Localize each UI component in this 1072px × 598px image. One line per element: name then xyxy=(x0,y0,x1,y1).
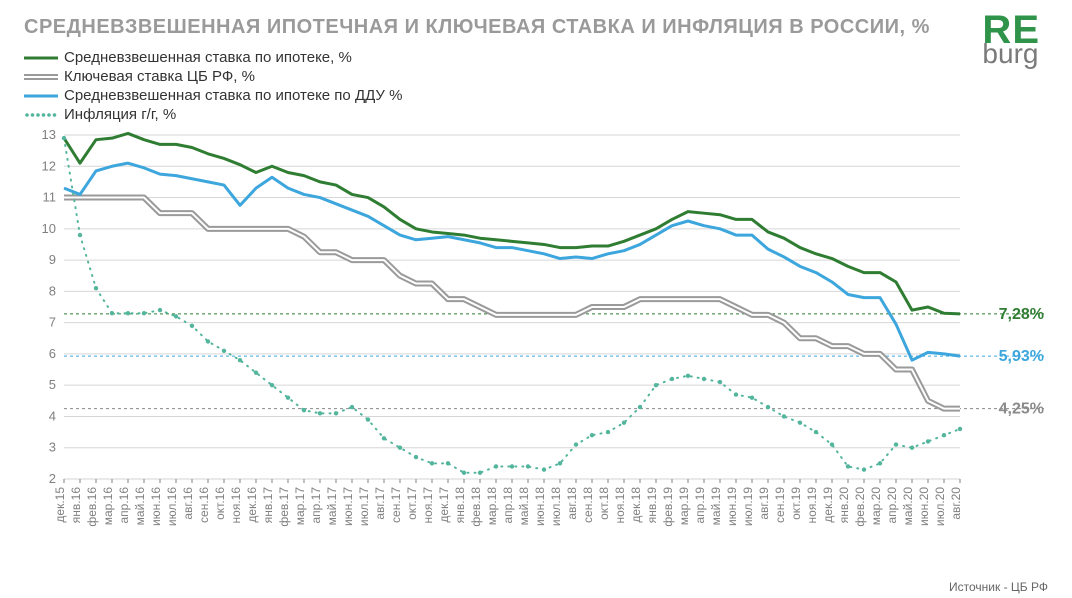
svg-text:3: 3 xyxy=(49,440,56,455)
svg-text:ноя.16: ноя.16 xyxy=(229,487,243,524)
svg-text:июн.17: июн.17 xyxy=(341,487,355,526)
svg-text:дек.18: дек.18 xyxy=(629,487,643,523)
svg-text:фев.16: фев.16 xyxy=(85,487,99,527)
source-label: Источник - ЦБ РФ xyxy=(949,580,1048,594)
svg-text:6: 6 xyxy=(49,346,56,361)
svg-text:сен.18: сен.18 xyxy=(581,487,595,523)
svg-text:янв.20: янв.20 xyxy=(837,487,851,524)
svg-text:июл.20: июл.20 xyxy=(933,487,947,526)
svg-text:мар.20: мар.20 xyxy=(869,487,883,526)
svg-text:ноя.18: ноя.18 xyxy=(613,487,627,524)
svg-text:13: 13 xyxy=(42,129,56,142)
legend-label: Средневзвешенная ставка по ипотеке, % xyxy=(64,49,352,66)
svg-text:дек.16: дек.16 xyxy=(245,487,259,523)
svg-text:2: 2 xyxy=(49,471,56,486)
svg-text:дек.19: дек.19 xyxy=(821,487,835,523)
legend-label: Средневзвешенная ставка по ипотеке по ДД… xyxy=(64,87,402,104)
svg-text:окт.19: окт.19 xyxy=(789,487,803,520)
svg-text:8: 8 xyxy=(49,283,56,298)
legend-label: Ключевая ставка ЦБ РФ, % xyxy=(64,68,255,85)
svg-text:янв.16: янв.16 xyxy=(69,487,83,524)
svg-text:май.16: май.16 xyxy=(133,487,147,526)
svg-text:июл.19: июл.19 xyxy=(741,487,755,526)
svg-text:мар.17: мар.17 xyxy=(293,487,307,526)
svg-text:5,93%: 5,93% xyxy=(999,348,1044,365)
svg-text:авг.18: авг.18 xyxy=(565,487,579,520)
svg-text:окт.16: окт.16 xyxy=(213,487,227,520)
svg-text:июн.18: июн.18 xyxy=(533,487,547,526)
chart-page: СРЕДНЕВЗВЕШЕННАЯ ИПОТЕЧНАЯ И КЛЮЧЕВАЯ СТ… xyxy=(0,0,1072,598)
svg-text:авг.20: авг.20 xyxy=(949,487,963,520)
svg-text:ноя.19: ноя.19 xyxy=(805,487,819,524)
svg-text:май.19: май.19 xyxy=(709,487,723,526)
svg-text:4,25%: 4,25% xyxy=(999,401,1044,418)
svg-text:мар.18: мар.18 xyxy=(485,487,499,526)
logo-burg: burg xyxy=(982,44,1040,64)
legend-item-infl: Инфляция г/г, % xyxy=(24,106,1048,123)
svg-text:5: 5 xyxy=(49,377,56,392)
svg-text:фев.18: фев.18 xyxy=(469,487,483,527)
svg-text:июн.19: июн.19 xyxy=(725,487,739,526)
svg-text:11: 11 xyxy=(43,190,57,205)
svg-text:авг.16: авг.16 xyxy=(181,487,195,520)
svg-text:сен.16: сен.16 xyxy=(197,487,211,523)
svg-text:фев.17: фев.17 xyxy=(277,487,291,527)
svg-text:дек.17: дек.17 xyxy=(437,487,451,523)
svg-text:июн.16: июн.16 xyxy=(149,487,163,526)
svg-text:10: 10 xyxy=(42,221,56,236)
svg-text:сен.19: сен.19 xyxy=(773,487,787,523)
svg-text:июл.16: июл.16 xyxy=(165,487,179,526)
svg-text:мар.19: мар.19 xyxy=(677,487,691,526)
chart-title: СРЕДНЕВЗВЕШЕННАЯ ИПОТЕЧНАЯ И КЛЮЧЕВАЯ СТ… xyxy=(24,16,1048,39)
svg-text:апр.20: апр.20 xyxy=(885,487,899,524)
svg-text:июл.17: июл.17 xyxy=(357,487,371,526)
legend-label: Инфляция г/г, % xyxy=(64,106,176,123)
svg-text:янв.18: янв.18 xyxy=(453,487,467,524)
svg-text:фев.19: фев.19 xyxy=(661,487,675,527)
svg-text:апр.19: апр.19 xyxy=(693,487,707,524)
svg-text:авг.17: авг.17 xyxy=(373,487,387,520)
svg-text:июл.18: июл.18 xyxy=(549,487,563,526)
svg-text:ноя.17: ноя.17 xyxy=(421,487,435,524)
svg-text:май.17: май.17 xyxy=(325,487,339,526)
svg-text:7,28%: 7,28% xyxy=(999,306,1044,323)
legend-item-mortgage: Средневзвешенная ставка по ипотеке, % xyxy=(24,49,1048,66)
svg-text:сен.17: сен.17 xyxy=(389,487,403,523)
svg-text:дек.15: дек.15 xyxy=(53,487,67,523)
svg-text:мар.16: мар.16 xyxy=(101,487,115,526)
svg-text:авг.19: авг.19 xyxy=(757,487,771,520)
legend-item-key: Ключевая ставка ЦБ РФ, % xyxy=(24,68,1048,85)
svg-text:апр.17: апр.17 xyxy=(309,487,323,524)
svg-text:окт.17: окт.17 xyxy=(405,487,419,520)
svg-text:янв.19: янв.19 xyxy=(645,487,659,524)
svg-text:июн.20: июн.20 xyxy=(917,487,931,526)
svg-text:9: 9 xyxy=(49,252,56,267)
svg-text:окт.18: окт.18 xyxy=(597,487,611,520)
svg-text:янв.17: янв.17 xyxy=(261,487,275,524)
legend: Средневзвешенная ставка по ипотеке, % Клю… xyxy=(24,49,1048,123)
svg-text:май.20: май.20 xyxy=(901,487,915,526)
svg-text:май.18: май.18 xyxy=(517,487,531,526)
svg-text:фев.20: фев.20 xyxy=(853,487,867,527)
svg-text:4: 4 xyxy=(49,408,56,423)
chart-area: 2 3 4 5 6 7 8 9 10 11 12 13 дек.15янв.16фев.16мар.16… xyxy=(24,129,1048,564)
logo: RE burg xyxy=(982,16,1040,64)
svg-text:апр.18: апр.18 xyxy=(501,487,515,524)
svg-text:7: 7 xyxy=(49,315,56,330)
svg-text:12: 12 xyxy=(42,158,56,173)
legend-item-ddu: Средневзвешенная ставка по ипотеке по ДД… xyxy=(24,87,1048,104)
svg-text:апр.16: апр.16 xyxy=(117,487,131,524)
chart-svg: 2 3 4 5 6 7 8 9 10 11 12 13 дек.15янв.16фев.16мар.16… xyxy=(24,129,1048,559)
